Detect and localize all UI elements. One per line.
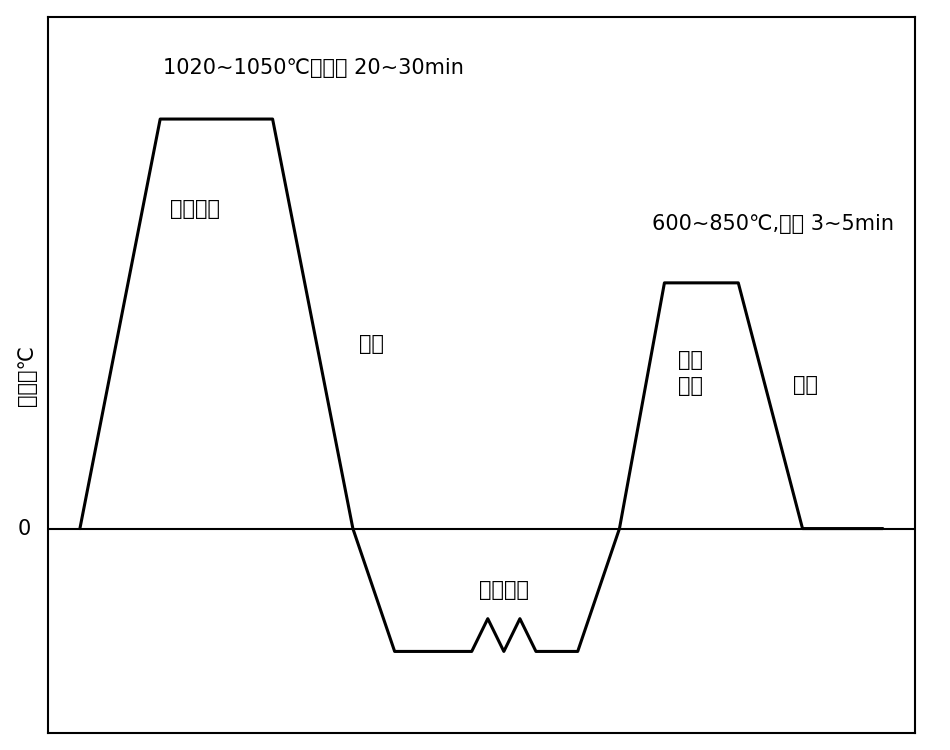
Text: 0: 0	[17, 518, 30, 538]
Text: 水冷: 水冷	[793, 375, 818, 395]
Text: 快速
退火: 快速 退火	[677, 350, 703, 396]
Text: 水冷: 水冷	[359, 334, 385, 354]
Text: 深冷轧制: 深冷轧制	[479, 580, 529, 600]
Text: 1020~1050℃，保温 20~30min: 1020~1050℃，保温 20~30min	[163, 58, 465, 78]
Y-axis label: 温度，℃: 温度，℃	[17, 344, 37, 406]
Text: 600~850℃,保温 3~5min: 600~850℃,保温 3~5min	[652, 214, 894, 234]
Text: 固溶处理: 固溶处理	[170, 200, 219, 219]
